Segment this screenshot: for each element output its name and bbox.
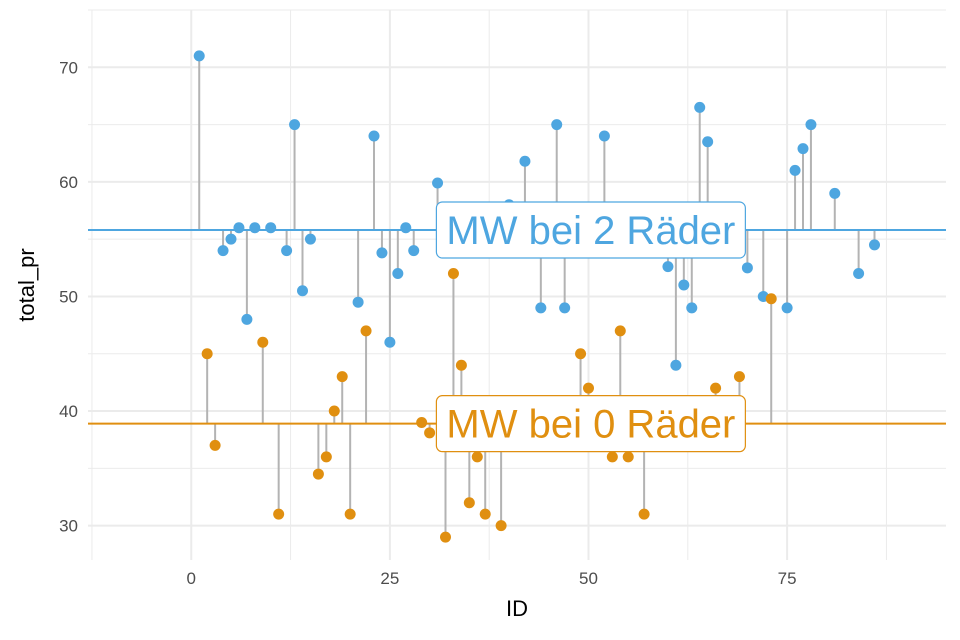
y-tick-label: 50: [59, 287, 78, 306]
data-point: [662, 261, 674, 273]
data-point: [257, 336, 269, 348]
data-point: [678, 279, 690, 291]
x-axis-title: ID: [506, 596, 528, 621]
data-point: [447, 268, 459, 280]
data-point: [392, 268, 404, 280]
data-point: [352, 296, 364, 308]
mean-line-layer: [88, 229, 946, 425]
data-point: [733, 371, 745, 383]
data-point: [360, 325, 372, 337]
data-point: [479, 508, 491, 520]
data-point: [304, 233, 316, 245]
data-point: [209, 439, 221, 451]
data-point: [741, 262, 753, 274]
data-point: [233, 222, 245, 234]
data-point: [424, 427, 436, 439]
data-point: [559, 302, 571, 314]
data-point: [853, 268, 865, 280]
data-point: [312, 468, 324, 480]
data-point: [249, 222, 261, 234]
data-point: [463, 497, 475, 509]
data-point: [495, 520, 507, 532]
data-point: [320, 451, 332, 463]
y-tick-label: 70: [59, 58, 78, 77]
data-point: [765, 293, 777, 305]
mean-label: MW bei 2 Räder: [435, 201, 746, 259]
mean-label-text: MW bei 0 Räder: [446, 403, 735, 447]
y-tick-label: 60: [59, 173, 78, 192]
data-point: [273, 508, 285, 520]
grid-layer: [88, 9, 946, 560]
data-point: [217, 245, 229, 257]
data-point: [440, 531, 451, 543]
data-point: [614, 325, 626, 337]
data-point: [805, 119, 817, 131]
data-point: [241, 313, 253, 325]
x-tick-label: 50: [579, 569, 598, 588]
mean-label-box: [435, 395, 746, 453]
data-point: [432, 177, 444, 189]
data-point: [193, 50, 205, 62]
data-point: [376, 247, 388, 259]
data-point: [598, 130, 610, 142]
data-point: [622, 451, 634, 463]
data-point: [686, 302, 698, 314]
mean-label-text: MW bei 2 Räder: [446, 209, 735, 253]
data-point: [710, 382, 722, 394]
data-point: [281, 245, 293, 257]
data-point: [225, 233, 237, 245]
data-point: [670, 359, 682, 371]
mean-label-layer: MW bei 2 Räder MW bei 0 Räder: [435, 201, 746, 453]
data-point: [471, 451, 483, 463]
y-axis-title: total_pr: [14, 248, 39, 321]
mean-label: MW bei 0 Räder: [435, 395, 746, 453]
data-point: [551, 119, 563, 131]
data-point: [455, 359, 467, 371]
data-point: [638, 508, 650, 520]
data-point: [606, 451, 618, 463]
y-tick-label: 40: [59, 402, 78, 421]
data-point: [535, 302, 547, 314]
data-point: [869, 239, 880, 251]
data-point: [344, 508, 356, 520]
data-point: [368, 130, 380, 142]
tick-layer: 0 25 50 75 30 40 50 60 70: [59, 58, 796, 588]
data-point: [265, 222, 277, 234]
y-tick-label: 30: [59, 517, 78, 536]
data-point: [575, 348, 587, 360]
data-point: [336, 371, 348, 383]
x-tick-label: 75: [778, 569, 797, 588]
data-point: [781, 302, 793, 314]
data-point: [297, 285, 308, 297]
x-tick-label: 0: [187, 569, 196, 588]
data-point: [408, 245, 420, 257]
data-point: [829, 187, 841, 199]
data-point: [583, 382, 594, 394]
data-point: [416, 417, 428, 428]
data-point: [328, 405, 340, 417]
data-point: [289, 119, 301, 131]
data-point: [702, 136, 714, 148]
data-point: [797, 143, 809, 155]
data-point: [789, 164, 801, 176]
x-tick-label: 25: [380, 569, 399, 588]
mean-label-box: [435, 201, 746, 259]
data-point: [694, 101, 706, 113]
data-point: [519, 155, 531, 167]
data-point: [400, 222, 412, 234]
data-point: [201, 348, 213, 360]
data-point: [384, 336, 396, 348]
